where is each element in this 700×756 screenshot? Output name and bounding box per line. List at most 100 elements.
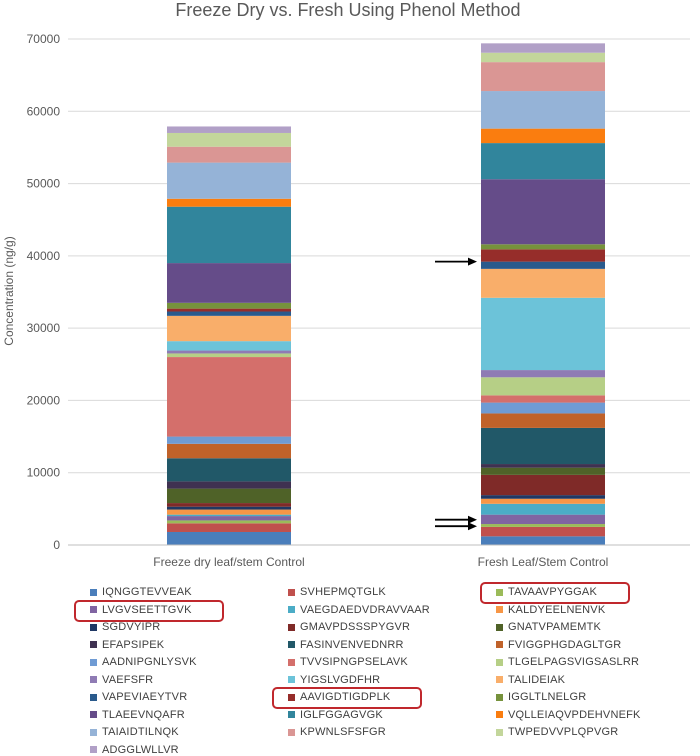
legend-swatch xyxy=(496,676,503,684)
bar-segment xyxy=(167,503,291,507)
bar-segment xyxy=(481,495,605,499)
bar-segment xyxy=(481,91,605,129)
legend-swatch xyxy=(288,641,295,649)
bar-segment xyxy=(481,268,605,298)
legend-label: KPWNLSFSFGR xyxy=(300,726,386,739)
bar-segment xyxy=(481,143,605,180)
bar-segment xyxy=(481,526,605,537)
legend-highlight-box xyxy=(272,687,422,709)
legend-item: TALIDEIAK xyxy=(496,674,565,686)
y-tick-label: 20000 xyxy=(27,393,61,407)
bar-segment xyxy=(481,464,605,468)
legend-label: SGDVYIPR xyxy=(102,621,161,634)
arrow-icon xyxy=(435,257,477,266)
legend-item: AADNIPGNLYSVK xyxy=(90,656,197,668)
bar-segment xyxy=(167,126,291,133)
legend-item: AAVIGDTIGDPLK xyxy=(288,691,390,703)
x-tick-label: Fresh Leaf/Stem Control xyxy=(478,555,609,569)
bar-segment xyxy=(167,520,291,524)
legend-item: VAEGDAEDVDRAVVAAR xyxy=(288,604,430,616)
bar-segment xyxy=(481,297,605,371)
legend-swatch xyxy=(288,606,295,614)
legend-label: IGLFGGAGVGK xyxy=(300,708,383,721)
bar-segment xyxy=(481,413,605,428)
stacked-bar-chart: Freeze Dry vs. Fresh Using Phenol Method… xyxy=(2,0,690,569)
arrow-icon xyxy=(435,522,477,531)
arrow-icon xyxy=(435,515,477,524)
legend-item: GMAVPDSSSPYGVR xyxy=(288,621,410,633)
bar-segment xyxy=(481,43,605,53)
legend-item: KPWNLSFSFGR xyxy=(288,726,386,738)
legend-swatch xyxy=(496,588,503,596)
legend-item: GNATVPAMEMTK xyxy=(496,621,601,633)
legend-label: TVVSIPNGPSELAVK xyxy=(300,656,408,669)
y-tick-label: 0 xyxy=(53,538,60,552)
y-tick-label: 30000 xyxy=(27,321,61,335)
bar-segment xyxy=(481,261,605,269)
y-tick-label: 70000 xyxy=(27,32,61,46)
legend-label: IQNGGTEVVEAK xyxy=(102,586,192,599)
bar-segment xyxy=(167,523,291,532)
bar-segment xyxy=(167,353,291,358)
chart-title: Freeze Dry vs. Fresh Using Phenol Method xyxy=(175,0,520,20)
bar-segment xyxy=(167,263,291,303)
legend-item: TLAEEVNQAFR xyxy=(90,709,185,721)
legend-label: SVHEPMQTGLK xyxy=(300,586,386,599)
legend-label: TAVAAVPYGGAK xyxy=(508,586,597,599)
bar-segment xyxy=(167,350,291,354)
legend-swatch xyxy=(496,711,503,719)
legend-label: TWPEDVVPLQPVGR xyxy=(508,726,619,739)
legend-label: GNATVPAMEMTK xyxy=(508,621,602,634)
legend-label: VAEGDAEDVDRAVVAAR xyxy=(300,603,430,616)
legend-label: FVIGGPHGDAGLTGR xyxy=(508,638,622,651)
y-tick-label: 60000 xyxy=(27,104,61,118)
bar-segment xyxy=(481,402,605,414)
y-axis-ticks: 0 10000 20000 30000 40000 50000 60000 70000 xyxy=(27,32,61,552)
legend-swatch xyxy=(496,606,503,614)
legend-swatch xyxy=(90,711,97,719)
legend-item: VAEFSFR xyxy=(90,674,153,686)
legend-item: VAPEVIAEYTVR xyxy=(90,691,187,703)
legend-label: IGGLTLNELGR xyxy=(508,691,587,704)
bar-segment xyxy=(481,395,605,403)
legend-item: FASINVENVEDNRR xyxy=(288,639,404,651)
legend-swatch xyxy=(90,746,97,754)
bar-segment xyxy=(167,436,291,444)
legend-swatch xyxy=(90,693,97,701)
legend-item: IQNGGTEVVEAK xyxy=(90,586,192,598)
legend-highlight-box xyxy=(480,582,630,604)
y-axis-label: Concentration (ng/g) xyxy=(2,236,16,345)
bar-segment xyxy=(481,536,605,545)
legend-item: TAVAAVPYGGAK xyxy=(496,586,597,598)
legend-swatch xyxy=(496,641,503,649)
bar-segment xyxy=(167,458,291,482)
legend-item: FVIGGPHGDAGLTGR xyxy=(496,639,621,651)
y-tick-label: 40000 xyxy=(27,249,61,263)
legend-label: TLGELPAGSVIGSASLRR xyxy=(508,656,640,669)
legend-label: LVGVSEETTGVK xyxy=(102,603,192,616)
legend-item: TVVSIPNGPSELAVK xyxy=(288,656,408,668)
legend-item: KALDYEELNENVK xyxy=(496,604,605,616)
legend-swatch xyxy=(90,658,97,666)
legend-item: ADGGLWLLVR xyxy=(90,744,179,756)
bar-segment xyxy=(481,62,605,92)
bars xyxy=(167,43,605,545)
bar-segment xyxy=(167,315,291,342)
bar-segment xyxy=(167,311,291,316)
legend-swatch xyxy=(90,641,97,649)
bar-segment xyxy=(481,514,605,525)
legend-label: AAVIGDTIGDPLK xyxy=(300,691,391,704)
legend-label: YIGSLVGDFHR xyxy=(300,673,381,686)
bar-segment xyxy=(167,341,291,351)
legend-label: KALDYEELNENVK xyxy=(508,603,606,616)
bar-segment xyxy=(481,370,605,378)
bar-segment xyxy=(167,302,291,309)
bar-segment xyxy=(481,249,605,262)
x-tick-label: Freeze dry leaf/stem Control xyxy=(153,555,304,569)
bar-segment xyxy=(481,244,605,250)
legend-swatch xyxy=(288,658,295,666)
bar-segment xyxy=(167,509,291,515)
legend-item: TAIAIDTILNQK xyxy=(90,726,179,738)
legend-item: YIGSLVGDFHR xyxy=(288,674,380,686)
legend-swatch xyxy=(496,693,503,701)
